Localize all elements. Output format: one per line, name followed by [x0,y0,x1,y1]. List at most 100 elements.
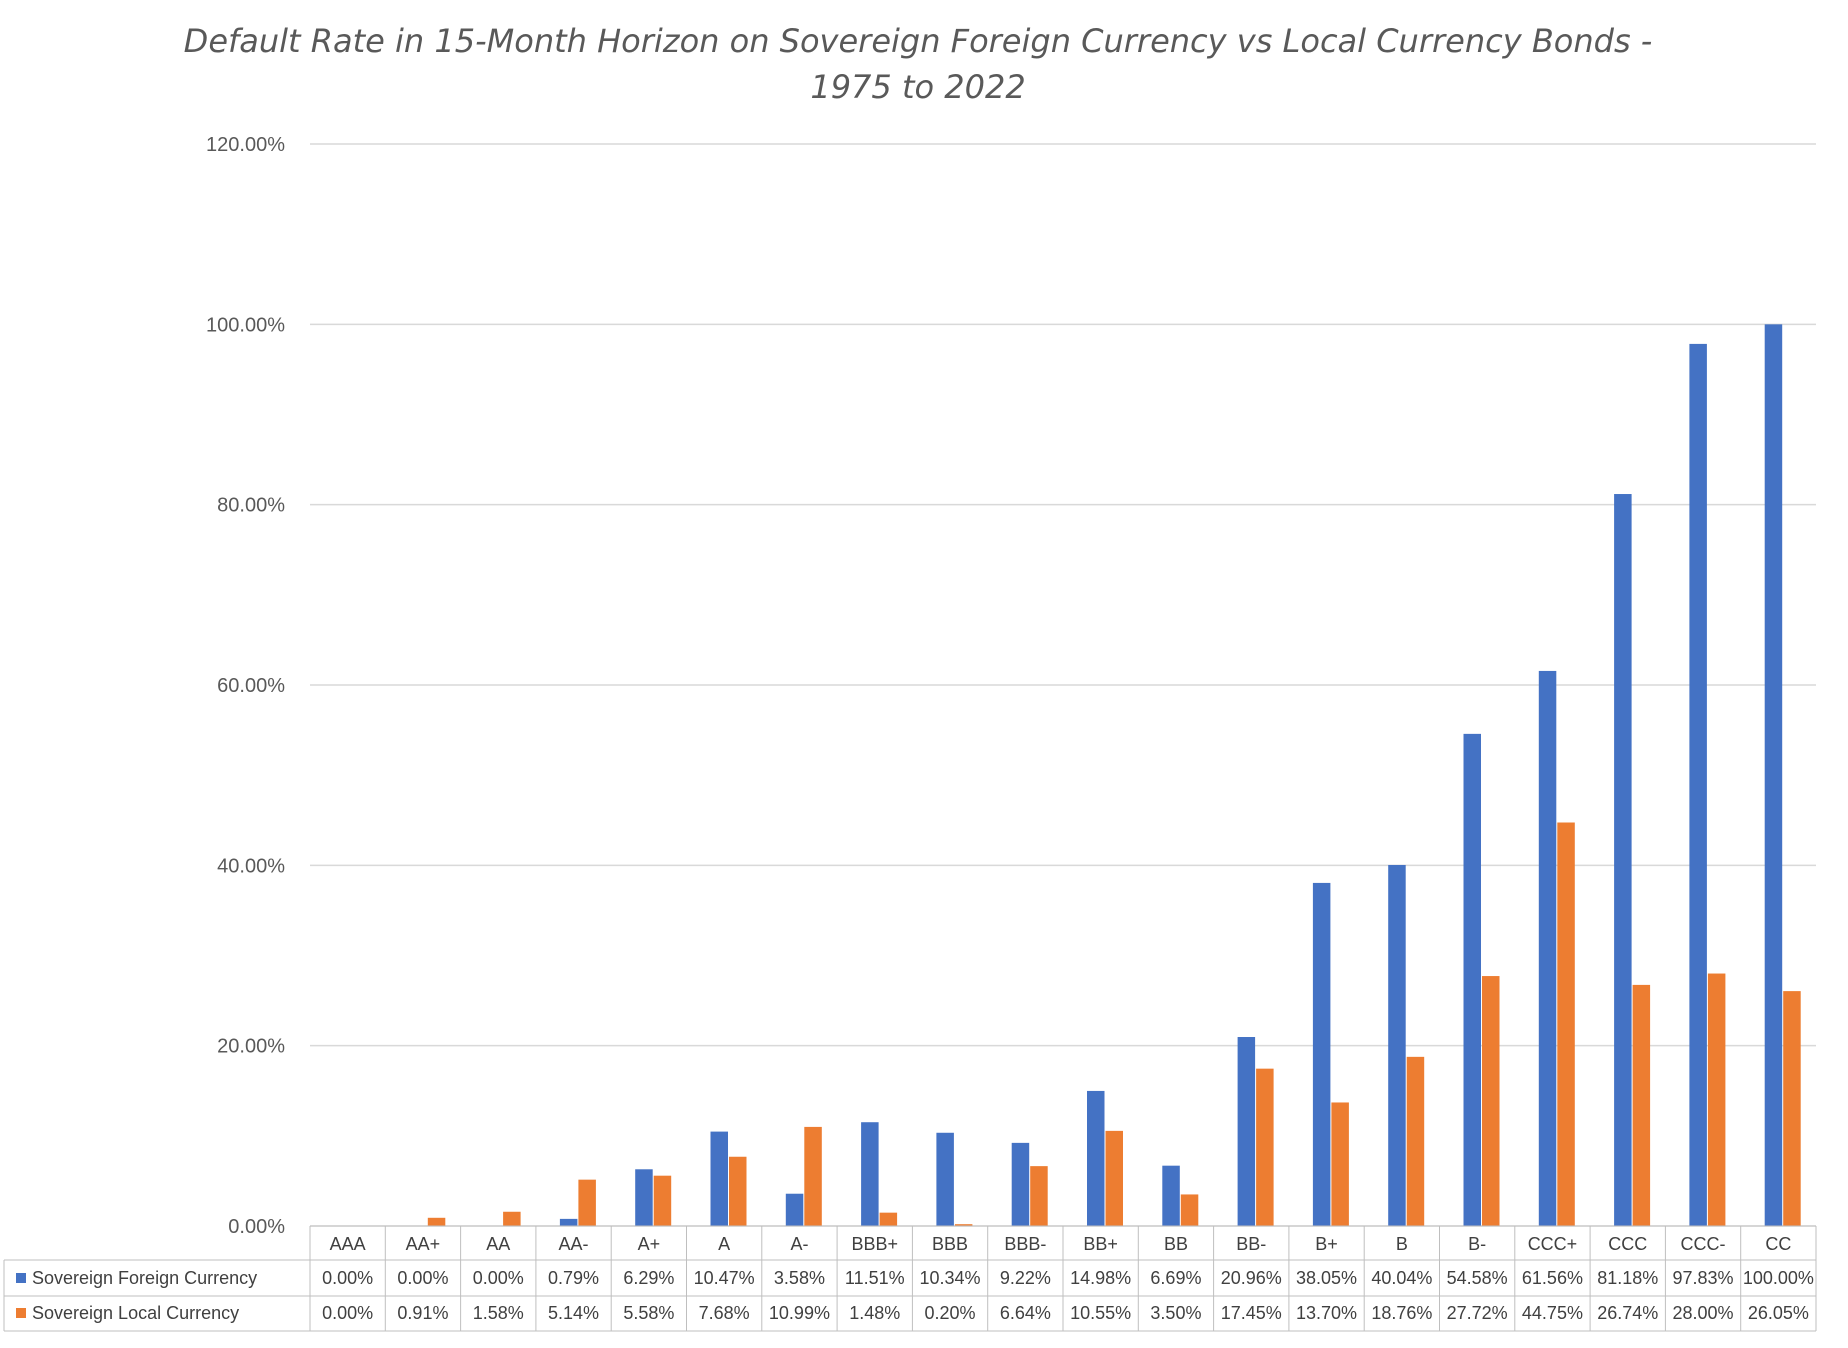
bar-foreign-currency [559,1218,578,1226]
data-label: 14.98% [1070,1268,1131,1288]
data-label: 17.45% [1221,1303,1282,1323]
bar-local-currency [578,1179,596,1226]
data-label: 20.96% [1221,1268,1282,1288]
bar-foreign-currency [785,1193,804,1226]
chart-title-line-1: Default Rate in 15-Month Horizon on Sove… [184,22,1653,60]
x-tick-label: BB+ [1083,1234,1118,1254]
bar-local-currency [729,1156,747,1226]
chart-title-line-2: 1975 to 2022 [810,68,1025,106]
x-tick-label: BBB- [1004,1234,1046,1254]
y-tick-label: 80.00% [217,495,285,517]
bar-local-currency [1482,976,1500,1226]
bar-local-currency [804,1126,822,1226]
data-label: 10.47% [694,1268,755,1288]
data-label: 3.58% [774,1268,825,1288]
bar-local-currency [1256,1068,1274,1226]
bar-foreign-currency [1463,733,1481,1226]
bar-local-currency [1105,1130,1123,1226]
bar-foreign-currency [1087,1090,1105,1226]
bar-foreign-currency [710,1131,728,1226]
data-label: 81.18% [1597,1268,1658,1288]
x-tick-label: BB- [1236,1234,1266,1254]
data-label: 27.72% [1447,1303,1508,1323]
x-tick-label: A- [790,1234,808,1254]
legend-label: Sovereign Foreign Currency [32,1268,257,1288]
x-tick-label: BBB+ [851,1234,898,1254]
bar-local-currency [1180,1194,1199,1226]
bar-foreign-currency [1237,1037,1256,1226]
bar-foreign-currency [1162,1165,1180,1226]
x-tick-label: BB [1164,1234,1188,1254]
data-label: 11.51% [845,1268,905,1288]
bar-foreign-currency [1538,670,1557,1226]
y-tick-label: 120.00% [206,134,285,156]
data-label: 54.58% [1447,1268,1508,1288]
data-label: 97.83% [1673,1268,1734,1288]
data-label: 0.00% [322,1303,373,1323]
data-label: 26.05% [1748,1303,1809,1323]
data-label: 5.14% [548,1303,599,1323]
legend-swatch [16,1308,26,1318]
data-label: 6.69% [1150,1268,1201,1288]
data-label: 0.91% [397,1303,448,1323]
data-label: 44.75% [1522,1303,1583,1323]
bar-local-currency [1406,1056,1425,1226]
x-tick-label: CCC+ [1528,1234,1578,1254]
x-tick-label: AA [486,1234,510,1254]
data-label: 9.22% [1000,1268,1051,1288]
bar-foreign-currency [1689,343,1707,1226]
data-label: 28.00% [1673,1303,1734,1323]
bar-foreign-currency [861,1122,879,1226]
y-tick-label: 100.00% [206,314,285,336]
x-tick-label: B+ [1315,1234,1338,1254]
y-tick-label: 40.00% [217,855,285,877]
legend-swatch [16,1273,26,1283]
x-tick-label: AAA [330,1234,366,1254]
bar-foreign-currency [1312,882,1331,1226]
bar-local-currency [954,1224,973,1226]
bar-local-currency [879,1212,898,1226]
data-label: 1.48% [849,1303,900,1323]
data-label: 13.70% [1296,1303,1357,1323]
legend-label: Sovereign Local Currency [32,1303,239,1323]
x-tick-label: BBB [932,1234,968,1254]
data-label: 38.05% [1296,1268,1357,1288]
data-label: 10.34% [920,1268,981,1288]
data-label: 5.58% [623,1303,674,1323]
data-label: 6.29% [623,1268,674,1288]
x-tick-label: B [1396,1234,1408,1254]
x-tick-label: A+ [638,1234,661,1254]
data-label: 0.00% [473,1268,524,1288]
data-label: 40.04% [1371,1268,1432,1288]
bar-local-currency [1331,1102,1349,1226]
x-tick-label: CCC [1608,1234,1647,1254]
data-label: 0.00% [322,1268,373,1288]
data-label: 0.20% [925,1303,976,1323]
bar-local-currency [503,1211,521,1226]
bar-local-currency [1783,991,1801,1226]
data-label: 18.76% [1371,1303,1432,1323]
data-label: 3.50% [1150,1303,1201,1323]
data-label: 100.00% [1743,1268,1814,1288]
data-label: 0.00% [397,1268,448,1288]
bar-local-currency [653,1175,672,1226]
bar-local-currency [1557,822,1575,1226]
bar-foreign-currency [936,1132,954,1226]
bar-foreign-currency [1011,1142,1030,1226]
bar-local-currency [1632,984,1651,1226]
bar-foreign-currency [1614,494,1632,1227]
x-tick-label: B- [1468,1234,1486,1254]
bar-foreign-currency [635,1169,653,1226]
data-label: 61.56% [1522,1268,1583,1288]
data-label: 7.68% [699,1303,750,1323]
data-label: 1.58% [473,1303,524,1323]
data-label: 6.64% [1000,1303,1051,1323]
bar-local-currency [1030,1166,1048,1226]
y-tick-label: 20.00% [217,1036,285,1058]
data-label: 10.99% [769,1303,830,1323]
bar-foreign-currency [1764,324,1783,1226]
data-label: 0.79% [548,1268,599,1288]
data-label: 10.55% [1070,1303,1131,1323]
x-tick-label: A [718,1234,730,1254]
